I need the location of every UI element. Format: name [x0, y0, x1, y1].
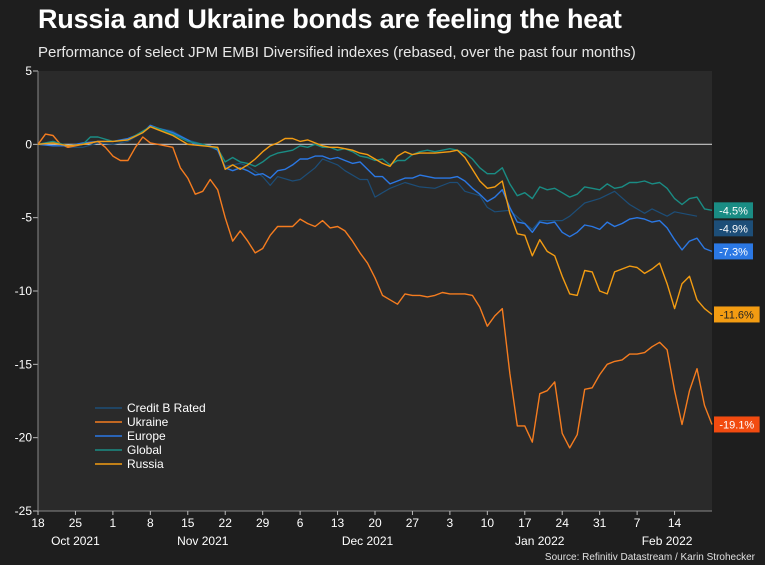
end-label: -19.1%: [719, 419, 754, 431]
x-tick-label: 22: [219, 516, 233, 530]
month-label: Feb 2022: [642, 534, 693, 548]
end-label-box: [714, 243, 753, 260]
end-label-box: [714, 416, 760, 433]
month-label: Oct 2021: [51, 534, 100, 548]
x-tick-label: 27: [406, 516, 420, 530]
end-label-box: [714, 306, 760, 323]
legend-item: Europe: [127, 429, 166, 443]
x-tick-label: 15: [181, 516, 195, 530]
line-chart: 50-5-10-15-20-25 18 25 1 8 15 22 29 6 13 20 27 3 10 1…: [15, 64, 760, 548]
series-line-russia: [37, 126, 713, 316]
month-label: Jan 2022: [515, 534, 565, 548]
x-tick-label: 25: [69, 516, 83, 530]
x-tick-label: 20: [368, 516, 382, 530]
y-tick-label: 5: [25, 64, 32, 78]
x-tick-label: 18: [31, 516, 45, 530]
x-tick-label: 13: [331, 516, 345, 530]
source-note: Source: Refinitiv Datastream / Karin Str…: [544, 552, 755, 563]
end-label: -4.9%: [719, 223, 748, 235]
x-tick-label: 8: [147, 516, 154, 530]
month-label: Nov 2021: [177, 534, 229, 548]
x-tick-label: 17: [518, 516, 532, 530]
end-labels: -4.5% -4.9% -7.3% -11.6% -19.1%: [714, 202, 760, 433]
end-label: -4.5%: [719, 205, 748, 217]
x-tick-label: 29: [256, 516, 270, 530]
x-tick-label: 31: [593, 516, 607, 530]
x-tick-label: 1: [110, 516, 117, 530]
x-tick-label: 6: [297, 516, 304, 530]
y-tick-label: -5: [21, 211, 32, 225]
month-label: Dec 2021: [342, 534, 394, 548]
x-tick-label: 14: [668, 516, 682, 530]
y-tick-label: 0: [25, 137, 32, 151]
chart-title: Russia and Ukraine bonds are feeling the…: [38, 4, 622, 34]
y-tick-label: -20: [15, 431, 33, 445]
end-label-box: [714, 220, 753, 237]
legend-item: Russia: [127, 457, 164, 471]
series-line-global: [37, 126, 713, 211]
y-axis: 5 0 -5 -10 -15 -20 -25: [15, 64, 39, 518]
legend-item: Ukraine: [127, 415, 169, 429]
x-tick-label: 3: [447, 516, 454, 530]
series-lines: [37, 124, 713, 449]
end-label: -7.3%: [719, 246, 748, 258]
end-label-box: [714, 202, 753, 219]
x-tick-label: 24: [556, 516, 570, 530]
legend-item: Global: [127, 443, 162, 457]
x-tick-label: 10: [481, 516, 495, 530]
y-tick-label: -15: [15, 357, 33, 371]
series-line-ukraine: [37, 133, 713, 449]
legend-item: Credit B Rated: [127, 401, 206, 415]
y-tick-label: -10: [15, 284, 33, 298]
x-tick-label: 7: [634, 516, 641, 530]
chart-subtitle: Performance of select JPM EMBI Diversifi…: [38, 44, 636, 61]
end-label: -11.6%: [720, 309, 754, 321]
y-tick-label: -25: [15, 504, 33, 518]
